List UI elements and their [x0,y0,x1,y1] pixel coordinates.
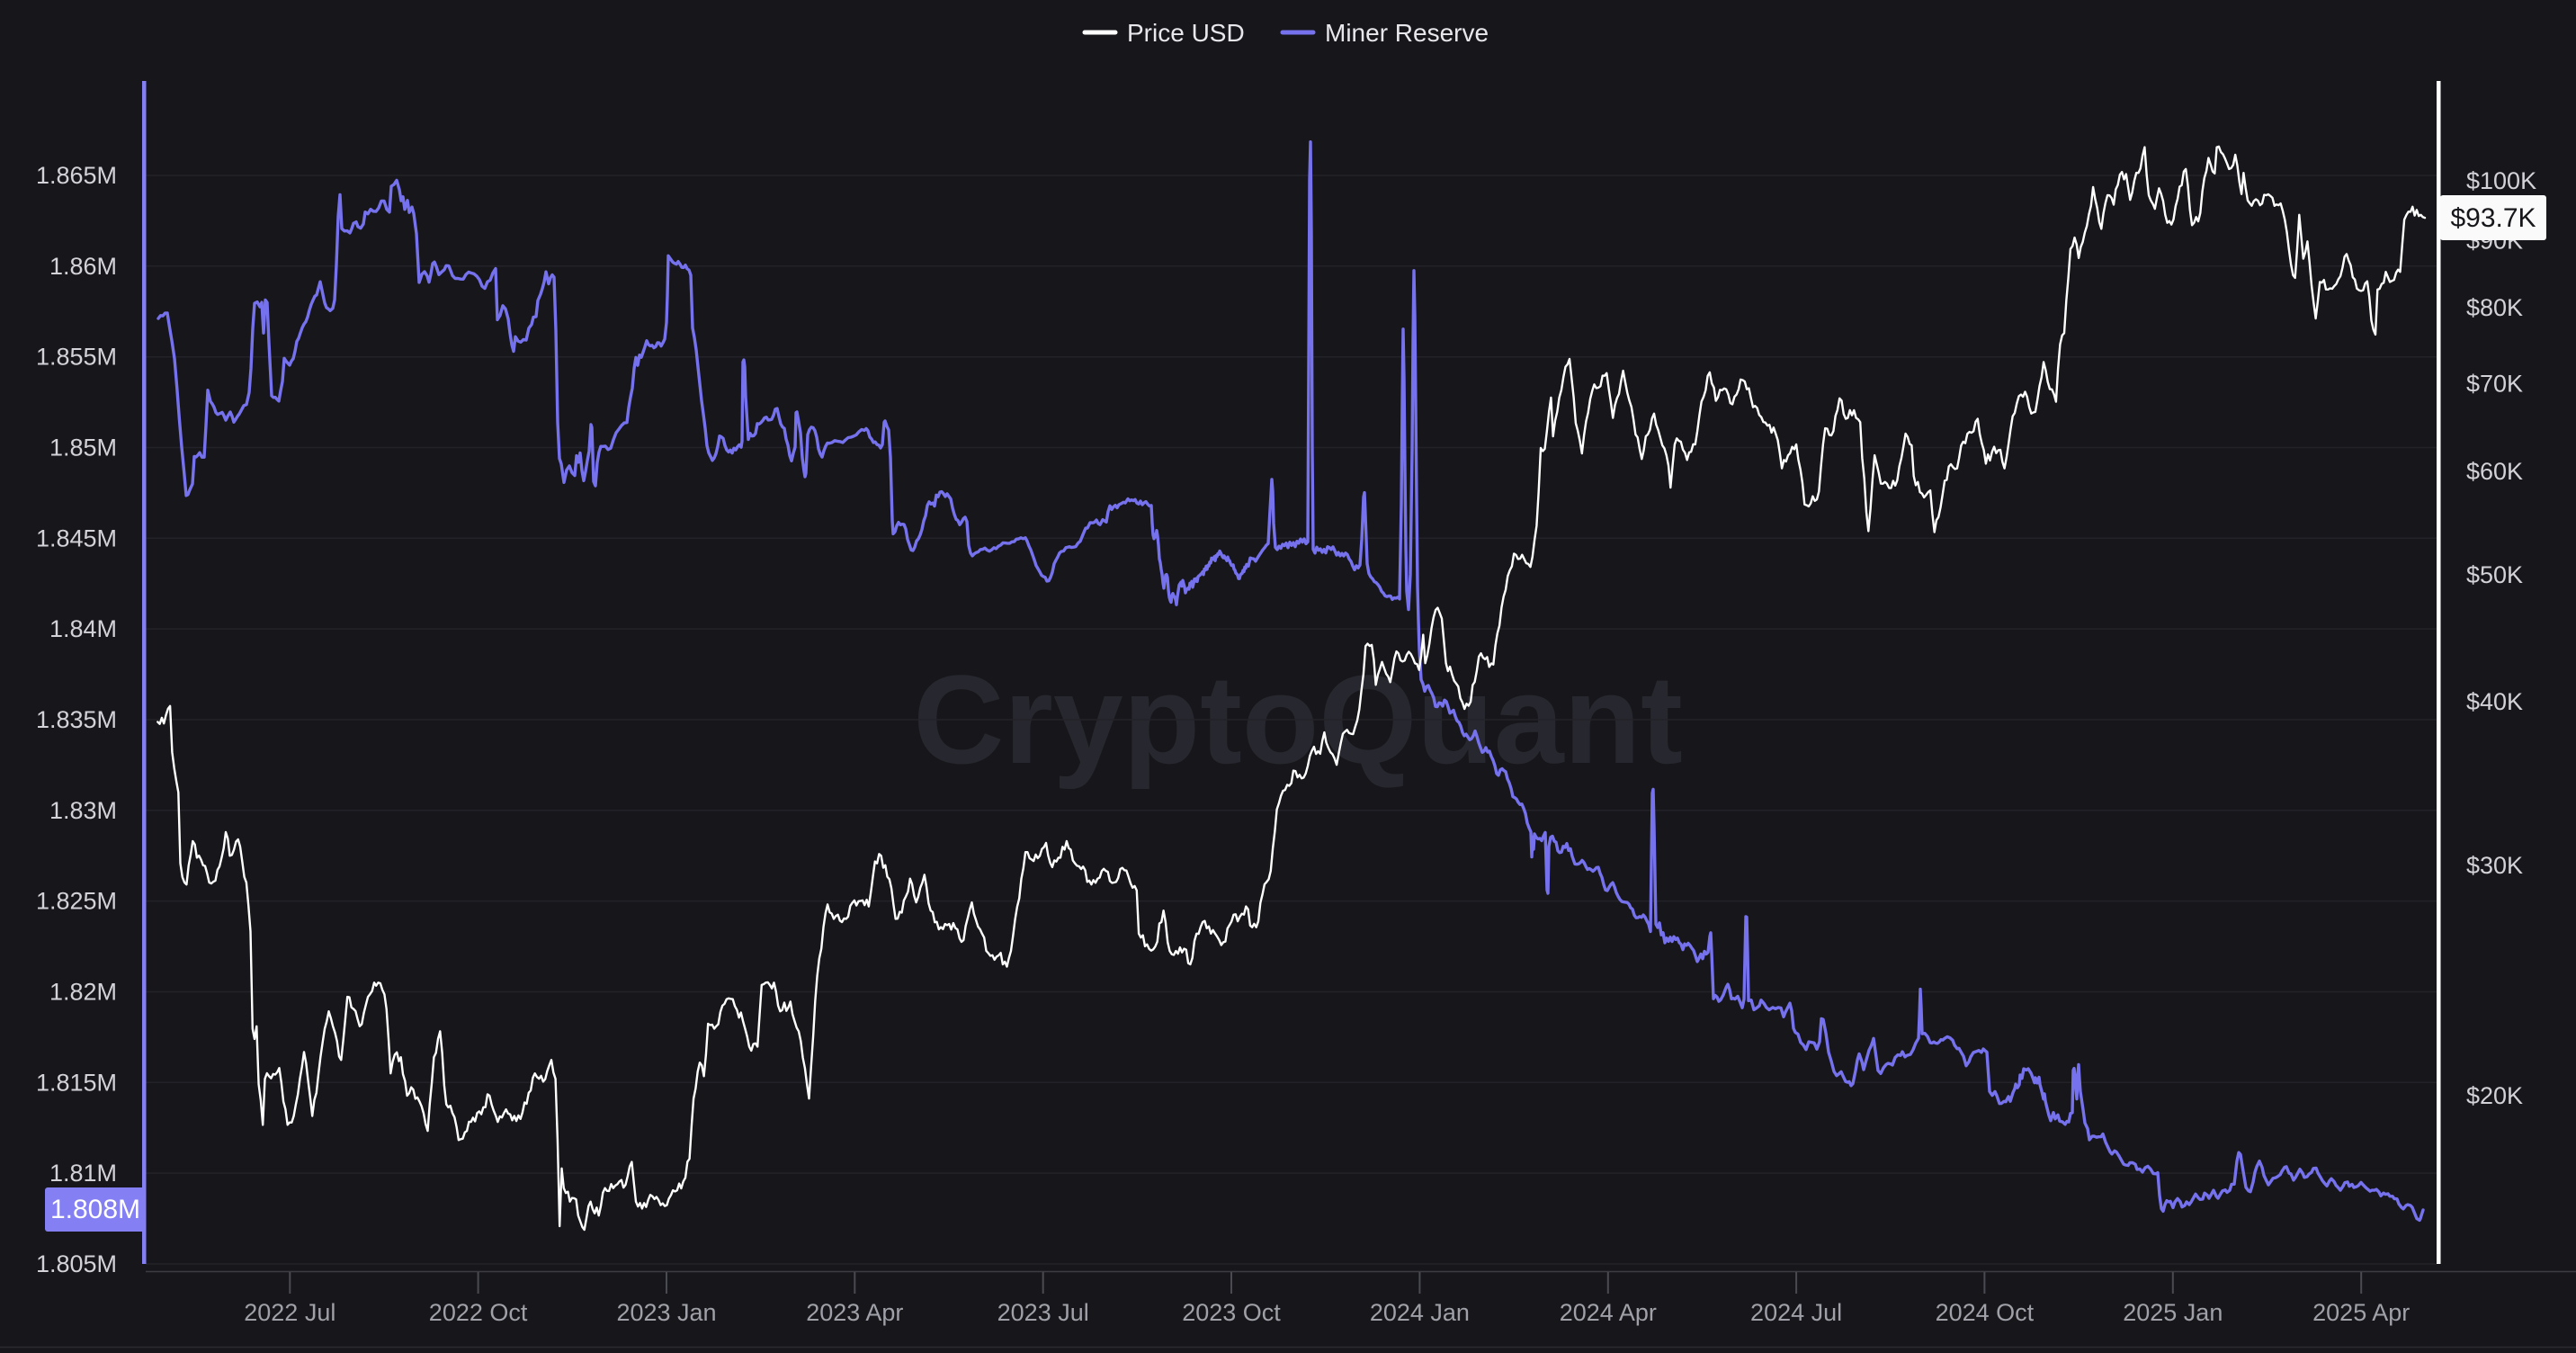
svg-text:1.83M: 1.83M [49,797,117,824]
svg-text:$100K: $100K [2466,167,2536,194]
svg-text:$60K: $60K [2466,458,2523,485]
svg-text:$30K: $30K [2466,852,2523,879]
svg-text:2023 Oct: 2023 Oct [1182,1299,1281,1326]
svg-text:Miner Reserve: Miner Reserve [1325,19,1489,47]
svg-text:1.84M: 1.84M [49,615,117,642]
svg-text:2024 Jul: 2024 Jul [1750,1299,1842,1326]
svg-text:2024 Apr: 2024 Apr [1560,1299,1657,1326]
svg-text:$50K: $50K [2466,561,2523,588]
svg-text:2022 Oct: 2022 Oct [429,1299,528,1326]
svg-text:1.86M: 1.86M [49,253,117,280]
svg-text:Price USD: Price USD [1127,19,1245,47]
svg-text:$70K: $70K [2466,370,2523,397]
svg-text:1.865M: 1.865M [36,162,117,189]
svg-text:2024 Jan: 2024 Jan [1370,1299,1470,1326]
svg-text:2024 Oct: 2024 Oct [1936,1299,2035,1326]
svg-text:1.815M: 1.815M [36,1069,117,1096]
svg-text:$80K: $80K [2466,294,2523,321]
svg-text:1.808M: 1.808M [50,1195,140,1224]
svg-text:2023 Apr: 2023 Apr [806,1299,903,1326]
svg-text:2025 Apr: 2025 Apr [2312,1299,2410,1326]
svg-text:$20K: $20K [2466,1082,2523,1109]
svg-text:2025 Jan: 2025 Jan [2123,1299,2223,1326]
svg-text:1.82M: 1.82M [49,979,117,1006]
svg-text:1.805M: 1.805M [36,1250,117,1277]
svg-text:2023 Jan: 2023 Jan [616,1299,716,1326]
svg-text:$93.7K: $93.7K [2450,203,2536,233]
svg-text:1.81M: 1.81M [49,1160,117,1187]
svg-text:1.855M: 1.855M [36,344,117,371]
svg-text:1.825M: 1.825M [36,888,117,915]
svg-text:1.845M: 1.845M [36,524,117,551]
svg-text:2023 Jul: 2023 Jul [997,1299,1089,1326]
svg-text:1.85M: 1.85M [49,435,117,461]
svg-text:2022 Jul: 2022 Jul [244,1299,335,1326]
svg-text:$40K: $40K [2466,688,2523,715]
svg-text:1.835M: 1.835M [36,706,117,733]
